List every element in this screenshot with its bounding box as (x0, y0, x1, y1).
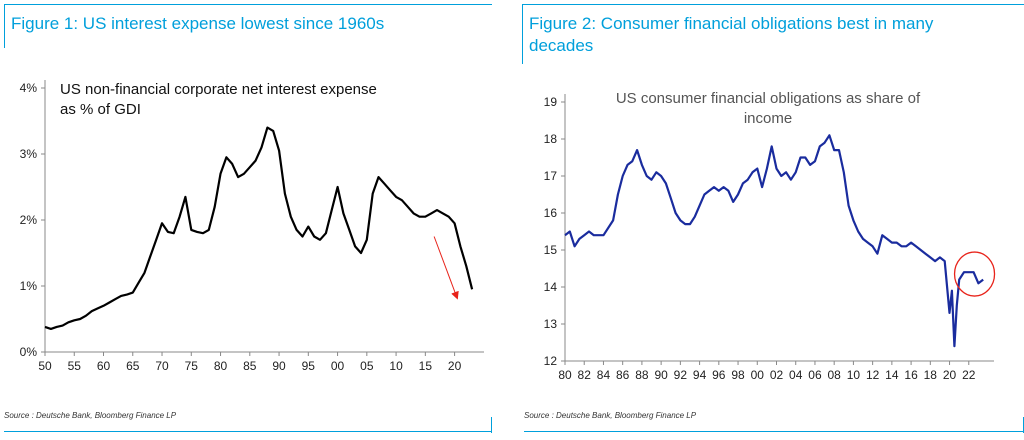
x-tick-label: 88 (635, 368, 649, 382)
figure-1-panel: Figure 1: US interest expense lowest sin… (0, 0, 492, 440)
x-tick-label: 90 (272, 359, 286, 373)
x-tick-label: 92 (674, 368, 688, 382)
x-tick-label: 50 (38, 359, 52, 373)
x-tick-label: 90 (654, 368, 668, 382)
y-tick-label: 19 (544, 95, 558, 109)
figure-2-source: Source : Deutsche Bank, Bloomberg Financ… (524, 411, 697, 420)
y-tick-label: 13 (544, 317, 558, 331)
x-tick-label: 10 (389, 359, 403, 373)
annotation-arrow (433, 236, 459, 300)
x-tick-label: 75 (185, 359, 199, 373)
figure-2-panel: Figure 2: Consumer financial obligations… (520, 0, 1024, 440)
x-tick-label: 20 (943, 368, 957, 382)
x-tick-label: 82 (578, 368, 592, 382)
x-tick-label: 06 (808, 368, 822, 382)
x-tick-label: 02 (770, 368, 784, 382)
x-tick-label: 00 (751, 368, 765, 382)
x-tick-label: 98 (731, 368, 745, 382)
chart-title-line: income (744, 110, 792, 127)
x-tick-label: 85 (243, 359, 257, 373)
figure-1-bottom-rule (4, 416, 492, 433)
x-tick-label: 20 (448, 359, 462, 373)
series-line (44, 126, 474, 330)
x-tick-label: 22 (962, 368, 976, 382)
x-tick-label: 55 (68, 359, 82, 373)
x-tick-label: 80 (558, 368, 572, 382)
y-tick-label: 1% (20, 279, 38, 293)
figure-2-title-line1: Figure 2: Consumer financial obligations… (529, 14, 934, 33)
y-tick-label: 2% (20, 213, 38, 227)
y-tick-label: 16 (544, 206, 558, 220)
x-tick-label: 65 (126, 359, 140, 373)
x-tick-label: 12 (866, 368, 880, 382)
chart-title-line: as % of GDI (60, 101, 141, 118)
y-tick-label: 4% (20, 81, 38, 95)
y-tick-label: 3% (20, 147, 38, 161)
x-tick-label: 00 (331, 359, 345, 373)
chart-title-line: US consumer financial obligations as sha… (616, 90, 921, 107)
x-tick-label: 10 (847, 368, 861, 382)
x-tick-label: 95 (302, 359, 316, 373)
figure-2-bottom-rule (524, 416, 1024, 433)
figure-2-title-line2: decades (529, 36, 594, 55)
y-tick-label: 18 (544, 132, 558, 146)
x-tick-label: 05 (360, 359, 374, 373)
x-tick-label: 96 (712, 368, 726, 382)
x-tick-label: 08 (828, 368, 842, 382)
x-tick-label: 70 (155, 359, 169, 373)
y-tick-label: 14 (544, 280, 558, 294)
y-tick-label: 0% (20, 345, 38, 359)
figure-1-source: Source : Deutsche Bank, Bloomberg Financ… (4, 411, 177, 420)
figure-2-title: Figure 2: Consumer financial obligations… (522, 4, 1024, 64)
series-line (564, 134, 984, 348)
highlight-circle (953, 251, 996, 297)
x-tick-label: 86 (616, 368, 630, 382)
x-tick-label: 94 (693, 368, 707, 382)
x-tick-label: 14 (885, 368, 899, 382)
figure-1-title: Figure 1: US interest expense lowest sin… (4, 4, 492, 48)
chart-title-line: US non-financial corporate net interest … (60, 81, 377, 98)
x-tick-label: 16 (904, 368, 918, 382)
x-tick-label: 04 (789, 368, 803, 382)
x-tick-label: 80 (214, 359, 228, 373)
y-tick-label: 15 (544, 243, 558, 257)
x-tick-label: 60 (97, 359, 111, 373)
chart-1: 0% 1% 2% 3% 4% 50 55 60 65 70 75 80 85 90 95 00 05 10 15 20… (20, 80, 484, 373)
x-tick-label: 15 (419, 359, 433, 373)
x-tick-label: 18 (924, 368, 938, 382)
y-tick-label: 17 (544, 169, 558, 183)
x-tick-label: 84 (597, 368, 611, 382)
y-tick-label: 12 (544, 354, 558, 368)
chart-2: 12 13 14 15 16 17 18 19 80 82 84 86 88 90 92 94 96 98 00 02… (544, 90, 996, 382)
